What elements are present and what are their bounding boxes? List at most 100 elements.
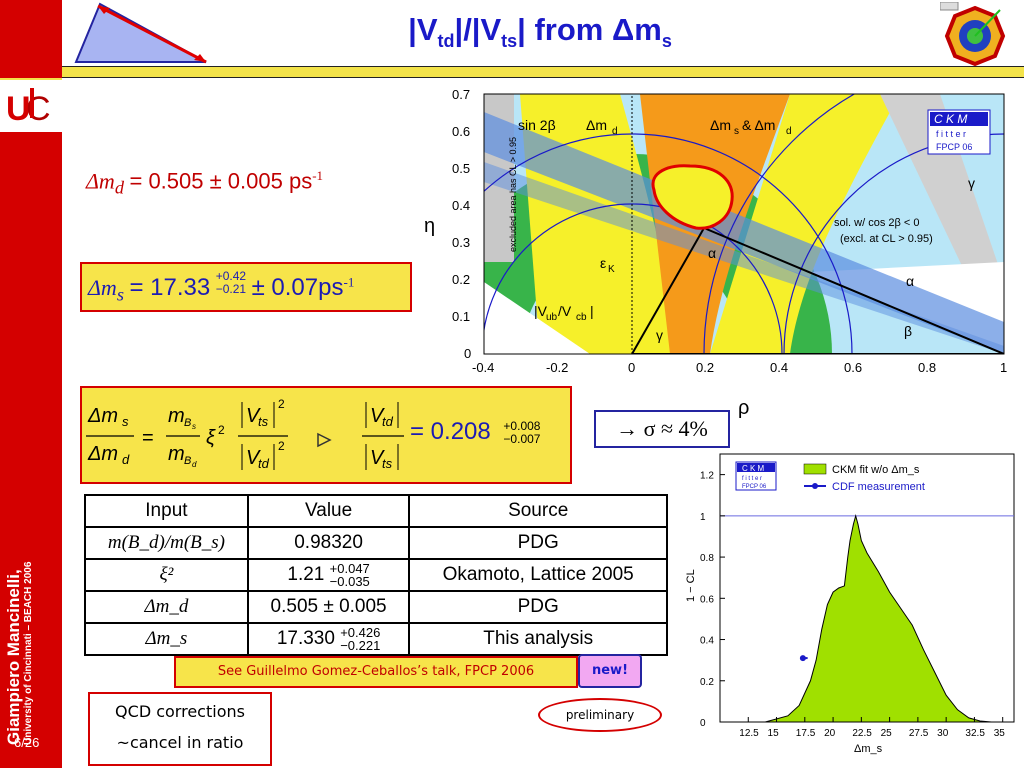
chart-xlabel: Δm_s: [854, 743, 883, 755]
table-row: Δm_s 17.330 +0.426 −0.221 This analysis: [84, 622, 668, 656]
chart-ylabel: 1 − CL: [685, 569, 697, 602]
svg-text:=: =: [142, 427, 154, 449]
svg-text:td: td: [258, 456, 270, 471]
x-tick-label: 20: [824, 728, 836, 739]
cell-input: Δm_d: [84, 590, 249, 624]
svg-text:cb: cb: [576, 312, 587, 323]
svg-text:ε: ε: [600, 255, 606, 271]
chart-legend: C K M f i t t e r FPCP 06 CKM fit w/o Δm…: [735, 461, 925, 493]
svg-text:& Δm: & Δm: [742, 117, 775, 133]
svg-text:ub: ub: [546, 312, 558, 323]
cell-source: PDG: [408, 590, 668, 624]
svg-text:|V: |V: [534, 303, 548, 319]
header-input: Input: [84, 494, 249, 528]
svg-text:Δm: Δm: [710, 117, 731, 133]
svg-text:V: V: [246, 405, 261, 427]
svg-text:U: U: [6, 90, 31, 128]
x-tick-label: 15: [768, 728, 780, 739]
svg-text:0.6: 0.6: [452, 124, 470, 139]
svg-text:0: 0: [464, 346, 471, 361]
svg-text:0.6: 0.6: [844, 360, 862, 375]
svg-text:FPCP 06: FPCP 06: [742, 484, 767, 490]
svg-text:s: s: [122, 414, 129, 429]
svg-text:td: td: [382, 414, 394, 429]
talk-reference: See Guillelmo Gomez-Ceballos’s talk, FPC…: [174, 656, 578, 688]
table-row: m(B_d)/m(B_s) 0.98320 PDG: [84, 526, 668, 560]
cell-value: 17.330 +0.426 −0.221: [246, 622, 411, 656]
svg-text:m: m: [168, 405, 185, 427]
svg-text:0.2: 0.2: [452, 272, 470, 287]
sidebar-top-block: [0, 0, 62, 80]
svg-text:C K M: C K M: [742, 464, 765, 473]
y-tick-label: 0.4: [700, 636, 714, 647]
inputs-table: Input Value Source m(B_d)/m(B_s) 0.98320…: [84, 494, 668, 656]
y-tick-label: 0.2: [700, 677, 714, 688]
cell-source: PDG: [408, 526, 668, 560]
ckm-fitter-logo: C K M f i t t e r FPCP 06: [927, 109, 991, 155]
y-tick-label: 0: [700, 718, 706, 729]
svg-text:C K M: C K M: [934, 112, 967, 126]
svg-text:1: 1: [1000, 360, 1007, 375]
svg-text:ts: ts: [258, 414, 269, 429]
svg-text:0.4: 0.4: [770, 360, 788, 375]
svg-text:CKM fit w/o Δm_s: CKM fit w/o Δm_s: [832, 464, 920, 476]
svg-text:0.2: 0.2: [696, 360, 714, 375]
svg-text:B: B: [184, 455, 191, 467]
cdf-point: [799, 655, 806, 662]
svg-text:V: V: [370, 405, 385, 427]
cell-input: m(B_d)/m(B_s): [84, 526, 249, 560]
svg-text:Δm: Δm: [87, 443, 118, 465]
svg-text:2: 2: [218, 423, 225, 437]
ratio-result: = 0.208 +0.008 −0.007: [410, 418, 541, 446]
svg-text:α: α: [708, 245, 716, 261]
cell-value: 0.98320: [246, 526, 411, 560]
svg-text:-0.2: -0.2: [546, 360, 568, 375]
page-title: |Vtd|/|Vts| from Δms: [408, 12, 672, 52]
author-affiliation: University of Cincinnati – BEACH 2006: [23, 561, 34, 745]
y-tick-label: 1.2: [700, 471, 714, 482]
ckm-xlabel: ρ: [738, 397, 749, 419]
svg-text:ξ: ξ: [206, 427, 216, 449]
svg-text:β: β: [904, 323, 912, 339]
y-tick-label: 0.6: [700, 594, 714, 605]
svg-text:f i t t e r: f i t t e r: [936, 129, 966, 139]
svg-text:/V: /V: [558, 303, 572, 319]
svg-text:0.3: 0.3: [452, 235, 470, 250]
svg-text:f i t t e r: f i t t e r: [742, 476, 762, 482]
svg-text:0.7: 0.7: [452, 87, 470, 102]
table-header-row: Input Value Source: [84, 494, 668, 528]
svg-text:FPCP 06: FPCP 06: [936, 142, 972, 152]
x-tick-label: 27.5: [909, 728, 929, 739]
svg-text:-0.4: -0.4: [472, 360, 494, 375]
ckm-region-labels: sin 2β Δm d Δm s & Δm d ε K |V ub /V cb …: [518, 117, 975, 343]
x-tick-label: 35: [994, 728, 1006, 739]
unitarity-triangle-icon: [74, 2, 207, 64]
author-credit: Giampiero Mancinelli, University of Cinc…: [4, 405, 35, 745]
svg-text:C: C: [26, 90, 51, 128]
svg-text:d: d: [612, 126, 618, 137]
ckm-axis-ticks: -0.4 -0.2 0 0.2 0.4 0.6 0.8 1 0 0.1 0.2 …: [452, 87, 1007, 375]
cell-input: ξ²: [84, 558, 249, 592]
svg-text:s: s: [192, 422, 196, 431]
y-tick-label: 1: [700, 512, 706, 523]
svg-text:(excl. at CL > 0.95): (excl. at CL > 0.95): [840, 233, 933, 245]
babar-detector-logo: [940, 2, 1006, 67]
svg-text:d: d: [192, 460, 197, 469]
page-number: 6/26: [14, 735, 40, 750]
ckm-rho-eta-plot: -0.4 -0.2 0 0.2 0.4 0.6 0.8 1 0 0.1 0.2 …: [424, 87, 1007, 419]
new-badge: new!: [578, 654, 642, 688]
cell-value: 0.505 ± 0.005: [246, 590, 411, 624]
header-source: Source: [408, 494, 668, 528]
cell-source: This analysis: [408, 622, 668, 656]
qcd-note: QCD corrections ~cancel in ratio: [88, 692, 272, 766]
preliminary-label: preliminary: [538, 698, 662, 732]
x-tick-label: 22.5: [852, 728, 872, 739]
svg-text:d: d: [786, 126, 792, 137]
ckm-ylabel: η: [424, 215, 435, 237]
svg-text:γ: γ: [656, 327, 663, 343]
dms-equation-box: Δms = 17.33 +0.42 −0.21 ± 0.07ps-1: [80, 262, 412, 312]
svg-text:V: V: [246, 447, 261, 469]
svg-text:2: 2: [278, 439, 285, 453]
y-tick-label: 0.8: [700, 553, 714, 564]
